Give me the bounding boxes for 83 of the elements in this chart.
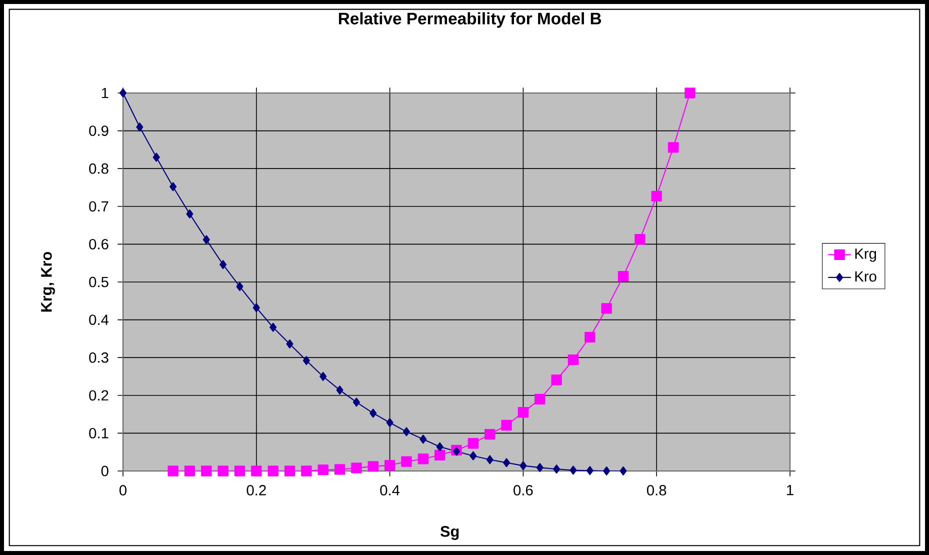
y-tick-label: 0.7 [89,201,108,212]
legend-label: Kro [855,271,876,282]
point [534,394,546,404]
point [270,322,277,332]
point [234,466,246,476]
y-tick-label: 1 [102,88,108,98]
y-tick-label: 0 [101,466,108,476]
point [184,466,196,476]
y-tick-label: 0.9 [89,126,108,136]
y-axis-title: Krg, Kro [41,252,55,312]
point [618,270,629,282]
point [220,260,227,270]
x-tick-label: 1 [787,485,794,496]
point [418,454,428,464]
point [202,235,210,244]
x-tick-label: 0.4 [380,485,400,496]
point [286,339,294,349]
y-tick-label: 0.2 [89,390,108,401]
point [384,460,396,471]
point [218,466,228,476]
legend-label: Krg [855,248,876,262]
point [668,142,679,153]
point [236,282,244,292]
point [620,466,627,476]
point [268,466,278,476]
y-tick-label: 0.8 [89,163,108,174]
x-tick-label: 0.8 [646,485,666,496]
point [168,466,178,476]
chart-title: Relative Permeability for Model B [338,12,602,28]
point [284,466,296,476]
point [318,464,328,476]
point [501,420,512,431]
point [251,466,262,476]
point [201,466,212,476]
point [119,88,127,98]
point [520,461,527,470]
point [584,332,596,343]
y-tick-label: 0.6 [89,239,108,250]
point [401,456,412,467]
point [334,464,346,475]
x-tick-label: 0.2 [246,485,266,496]
point [470,451,477,460]
point [603,466,610,476]
point [486,455,494,464]
point [684,88,696,98]
point [320,372,327,382]
point [568,354,579,366]
point [386,418,394,428]
point [301,466,312,476]
y-tick-label: 0.1 [89,428,108,438]
point [518,407,529,418]
point [536,463,544,472]
point [336,386,344,395]
point [370,408,377,418]
point [551,374,562,386]
point [152,152,160,162]
point [570,466,577,475]
point [651,190,662,202]
point [352,398,360,407]
point [302,356,310,366]
point [434,450,446,460]
point [601,303,612,314]
y-tick-label: 0.5 [89,276,108,288]
point [420,434,427,444]
point [252,303,260,312]
point [553,464,560,474]
x-axis-title: Sg [440,526,459,540]
y-tick-label: 0.3 [89,352,108,363]
point [186,209,194,218]
point [402,427,410,436]
point [436,442,444,452]
point [484,428,496,440]
y-tick-label: 0.4 [89,314,109,325]
x-tick-label: 0.6 [514,485,533,496]
point [136,122,144,132]
point [351,462,362,474]
point [368,461,378,472]
x-tick-label: 0 [119,485,126,496]
point [502,458,510,468]
point [634,234,646,245]
point [586,466,594,476]
point [468,438,479,449]
point [169,182,177,192]
